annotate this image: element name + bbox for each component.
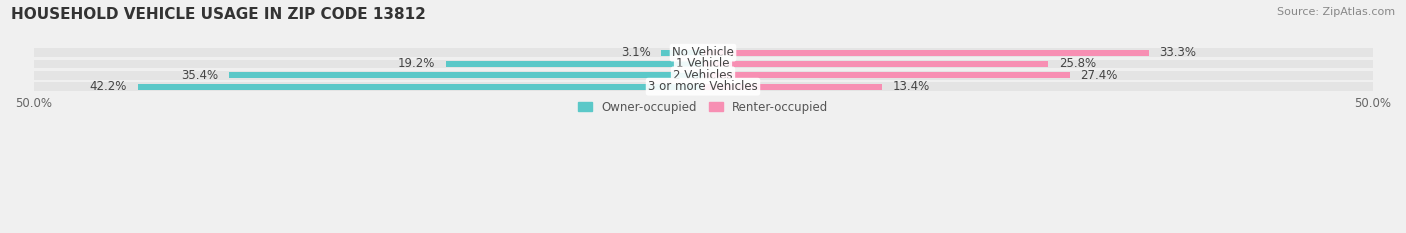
Text: No Vehicle: No Vehicle [672,46,734,59]
Text: 27.4%: 27.4% [1081,69,1118,82]
Bar [34,82,1372,91]
Bar [703,84,883,90]
Bar [703,72,1070,79]
Bar [34,48,1372,57]
Text: Source: ZipAtlas.com: Source: ZipAtlas.com [1277,7,1395,17]
Text: 1 Vehicle: 1 Vehicle [676,58,730,71]
Text: 35.4%: 35.4% [181,69,218,82]
Text: 33.3%: 33.3% [1160,46,1197,59]
Bar [661,50,703,56]
Text: 3.1%: 3.1% [621,46,651,59]
Text: 42.2%: 42.2% [90,80,127,93]
Bar [703,50,1149,56]
Bar [138,84,703,90]
Legend: Owner-occupied, Renter-occupied: Owner-occupied, Renter-occupied [572,96,834,118]
Text: 13.4%: 13.4% [893,80,931,93]
Text: 25.8%: 25.8% [1059,58,1097,71]
Text: 3 or more Vehicles: 3 or more Vehicles [648,80,758,93]
Text: 2 Vehicles: 2 Vehicles [673,69,733,82]
Bar [703,61,1049,67]
Text: HOUSEHOLD VEHICLE USAGE IN ZIP CODE 13812: HOUSEHOLD VEHICLE USAGE IN ZIP CODE 1381… [11,7,426,22]
Bar [229,72,703,79]
Bar [34,71,1372,80]
Bar [446,61,703,67]
Text: 19.2%: 19.2% [398,58,436,71]
Bar [34,60,1372,68]
